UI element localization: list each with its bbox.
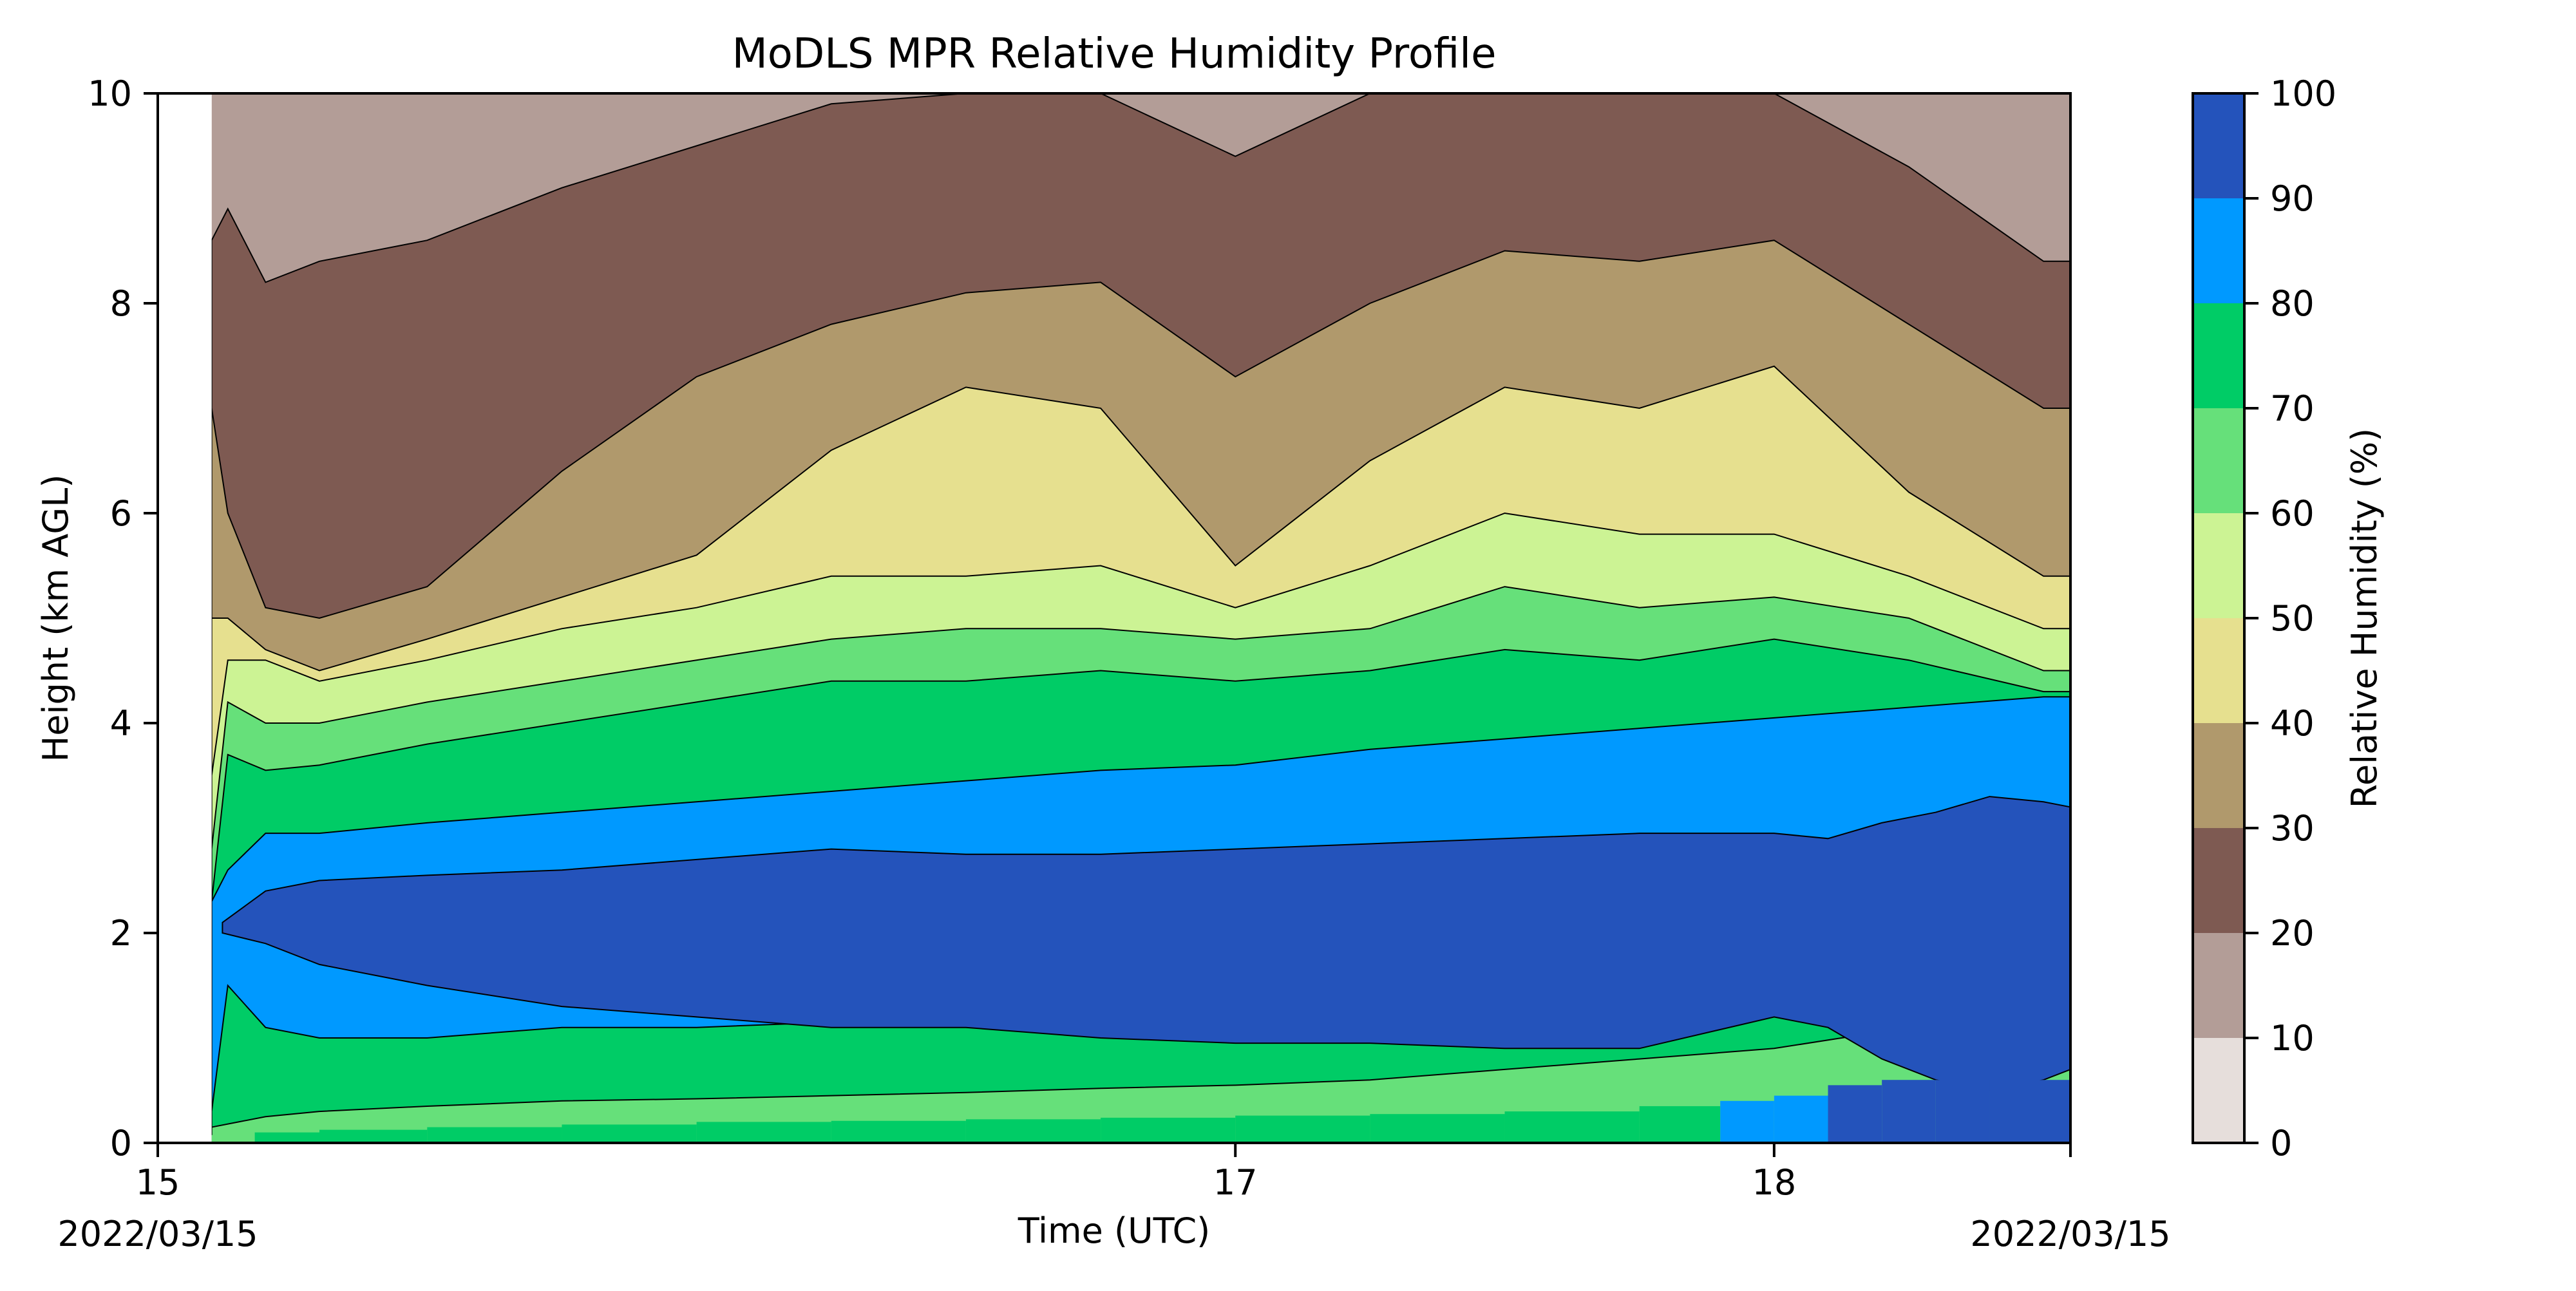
surface-band-segment: [427, 1127, 562, 1143]
colorbar-label: Relative Humidity (%): [2344, 428, 2385, 808]
x-date-label-right: 2022/03/15: [1970, 1214, 2170, 1254]
colorbar-segment: [2193, 1038, 2244, 1143]
colorbar-segment: [2193, 723, 2244, 828]
x-date-label-left: 2022/03/15: [57, 1214, 258, 1254]
surface-band-segment: [211, 1135, 255, 1143]
plot-frame: [156, 92, 2072, 1144]
colorbar-tick-label: 70: [2270, 388, 2315, 429]
surface-band-segment: [1774, 1095, 1828, 1143]
y-axis: 0 2 4 6 8 10: [88, 73, 158, 1164]
surface-band-segment: [965, 1119, 1101, 1143]
colorbar-tick-label: 80: [2270, 283, 2315, 324]
surface-band-segment: [1882, 1080, 1936, 1143]
colorbar: 0 10 20 30 40 50 60 70 80 90 100: [2192, 73, 2336, 1164]
colorbar-segment: [2193, 828, 2244, 933]
surface-band-segment: [562, 1124, 697, 1143]
surface-band-segment: [1370, 1114, 1505, 1143]
surface-band-segment: [1639, 1106, 1721, 1143]
y-tick-label: 2: [110, 913, 132, 954]
x-tick-label: 18: [1752, 1162, 1796, 1203]
colorbar-segment: [2193, 513, 2244, 618]
y-tick-label: 10: [88, 73, 132, 114]
colorbar-tick-label: 10: [2270, 1018, 2315, 1059]
colorbar-tick-label: 60: [2270, 493, 2315, 534]
surface-band-segment: [1935, 1080, 1990, 1143]
colorbar-segment: [2193, 303, 2244, 408]
y-axis-label: Height (km AGL): [35, 475, 76, 762]
x-tick-label: 15: [136, 1162, 180, 1203]
surface-band-segment: [254, 1132, 319, 1143]
colorbar-tick-label: 50: [2270, 598, 2315, 639]
surface-band-segment: [1504, 1111, 1640, 1143]
y-tick-label: 0: [110, 1123, 132, 1164]
surface-band-segment: [319, 1129, 428, 1143]
surface-band-segment: [696, 1122, 831, 1143]
colorbar-segment: [2193, 618, 2244, 723]
plot-area: [158, 93, 2071, 1144]
surface-band-segment: [1828, 1085, 1882, 1143]
colorbar-tick-label: 90: [2270, 178, 2315, 219]
colorbar-tick-label: 40: [2270, 703, 2315, 744]
x-tick-label: 17: [1213, 1162, 1258, 1203]
surface-band-segment: [1989, 1080, 2070, 1143]
colorbar-tick-label: 30: [2270, 808, 2315, 849]
surface-band-segment: [1235, 1115, 1370, 1143]
y-tick-label: 4: [110, 703, 132, 744]
colorbar-tick-label: 100: [2270, 73, 2336, 114]
y-tick-label: 8: [110, 283, 132, 324]
colorbar-segment: [2193, 198, 2244, 303]
y-tick-label: 6: [110, 493, 132, 534]
colorbar-segment: [2193, 933, 2244, 1038]
colorbar-tick-label: 20: [2270, 913, 2315, 954]
surface-band-segment: [1720, 1100, 1774, 1143]
surface-band-segment: [1101, 1117, 1236, 1143]
no-data-region: [158, 93, 212, 1143]
x-axis-label: Time (UTC): [1018, 1211, 1211, 1251]
surface-band-segment: [831, 1120, 966, 1143]
colorbar-tick-label: 0: [2270, 1123, 2292, 1164]
x-axis: 15 17 18: [136, 1143, 2072, 1203]
chart-title: MoDLS MPR Relative Humidity Profile: [732, 30, 1497, 78]
colorbar-segment: [2193, 408, 2244, 513]
colorbar-segment: [2193, 93, 2244, 198]
